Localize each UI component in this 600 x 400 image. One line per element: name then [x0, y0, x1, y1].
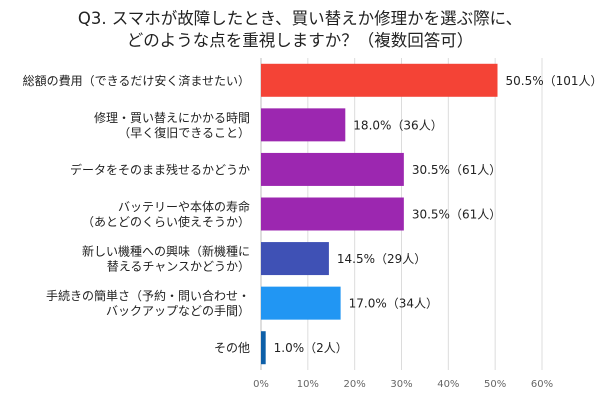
x-tick-label: 0% [253, 379, 269, 390]
data-label: 1.0%（2人） [274, 341, 348, 355]
x-tick-label: 30% [390, 379, 412, 390]
bar [261, 242, 329, 276]
data-label: 30.5%（61人） [412, 208, 501, 222]
data-label: 18.0%（36人） [353, 118, 442, 132]
bar [261, 197, 404, 231]
x-tick-label: 10% [297, 379, 319, 390]
category-label: 替えるチャンスかどうか） [107, 260, 250, 274]
category-label: 修理・買い替えにかかる時間 [94, 110, 250, 125]
chart-title-line-1: Q3. スマホが故障したとき、買い替えか修理かを選ぶ際に、 [77, 9, 523, 28]
data-label: 30.5%（61人） [412, 163, 501, 177]
x-tick-label: 50% [484, 379, 506, 390]
category-label: バッテリーや本体の寿命 [118, 199, 250, 214]
x-tick-label: 60% [531, 379, 553, 390]
bar [261, 152, 404, 186]
x-tick-label: 40% [437, 379, 459, 390]
bar [261, 331, 266, 365]
data-label: 17.0%（34人） [349, 297, 438, 311]
bar [261, 108, 346, 142]
chart-title-line-2: どのような点を重視しますか？（複数回答可） [126, 31, 474, 50]
chart-title: Q3. スマホが故障したとき、買い替えか修理かを選ぶ際に、 どのような点を重視し… [0, 8, 600, 52]
category-label: 手続きの簡単さ（予約・問い合わせ・ [46, 288, 250, 303]
data-label: 50.5%（101人） [506, 74, 600, 88]
x-tick-label: 20% [344, 379, 366, 390]
category-label: （あとどのくらい使えそうか） [82, 214, 250, 229]
category-label: バックアップなどの手間） [106, 304, 250, 318]
bar [261, 63, 498, 97]
category-label: 総額の費用（できるだけ安く済ませたい） [23, 73, 250, 88]
category-label: 新しい機種への興味（新機種に [82, 244, 250, 259]
bar [261, 286, 341, 320]
category-label: その他 [214, 341, 250, 355]
category-label: （早く復旧できること） [118, 125, 250, 140]
data-label: 14.5%（29人） [337, 252, 426, 266]
category-label: データをそのまま残せるかどうか [70, 162, 250, 177]
